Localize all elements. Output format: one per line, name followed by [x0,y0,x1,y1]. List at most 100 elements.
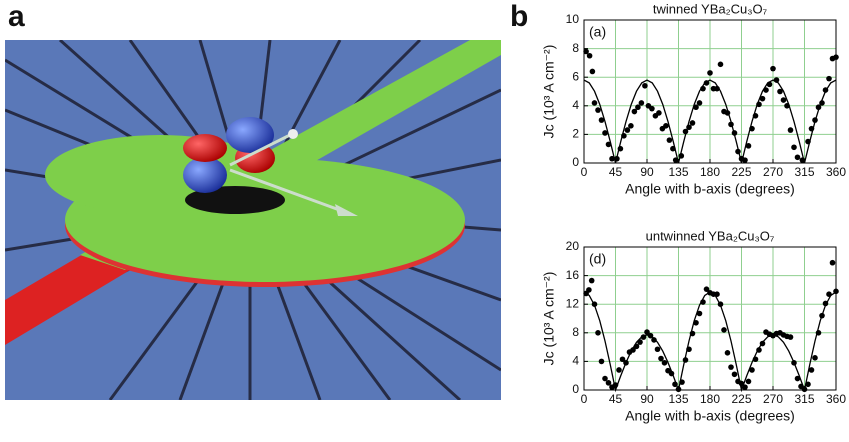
panel-label: (d) [589,251,606,267]
data-point [749,367,755,373]
y-tick-label: 8 [572,325,579,339]
device-illustration [5,40,501,400]
data-point [731,371,738,378]
x-tick-label: 135 [668,165,688,179]
data-point [631,108,638,115]
x-tick-label: 0 [581,165,588,179]
plot-frame [583,246,837,391]
data-point [794,154,801,161]
data-point [689,120,696,126]
x-axis-label: Angle with b-axis (degrees) [625,408,795,424]
data-point [609,155,615,162]
x-tick-label: 180 [700,165,720,179]
data-point [635,104,641,111]
data-point [728,364,734,370]
y-tick-label: 10 [566,12,580,26]
x-tick-label: 315 [794,165,814,179]
data-point [812,355,818,361]
y-tick-label: 4 [572,98,579,112]
data-point [595,107,601,113]
data-point [826,75,832,82]
data-point [696,310,703,317]
data-point [794,375,801,382]
data-point [663,123,669,129]
data-point [658,355,664,362]
data-point [724,350,731,356]
x-tick-label: 180 [700,392,720,406]
data-point [602,375,608,382]
x-tick-label: 360 [826,392,846,406]
data-point [642,82,648,89]
x-tick-label: 270 [763,165,783,179]
data-point [833,54,839,60]
data-point [696,100,703,106]
data-point [707,70,713,76]
data-point [745,378,752,385]
data-point [759,95,766,102]
data-point [591,100,598,106]
data-point [808,367,815,373]
y-tick-label: 2 [572,127,579,141]
data-point [791,144,797,151]
panel-label: (a) [589,24,606,40]
data-point [598,117,605,123]
x-tick-label: 90 [640,392,654,406]
data-point [619,356,626,363]
plot-frame [583,19,837,164]
data-point [770,65,776,72]
panel-letter: a [8,0,25,33]
x-tick-label: 270 [763,392,783,406]
data-point [616,367,622,373]
chart-title: untwinned YBa₂Cu₃O₇ [646,228,775,243]
y-tick-label: 20 [566,239,580,253]
x-tick-label: 135 [668,392,688,406]
data-point [787,127,794,133]
data-point [588,277,595,284]
data-point [583,48,589,55]
fit-curve [583,79,837,164]
y-tick-label: 16 [566,268,580,282]
data-point [654,346,661,353]
y-axis-label: Jc (10³ A cm⁻²) [541,272,557,366]
data-point [589,68,596,75]
data-point [586,287,592,293]
y-tick-label: 0 [572,382,579,396]
data-point [598,358,605,365]
x-tick-label: 45 [609,165,623,179]
data-point [586,52,593,59]
x-tick-label: 360 [826,165,846,179]
data-point [605,380,612,386]
data-point [693,104,699,111]
data-point [656,110,662,116]
data-point [624,127,631,133]
fit-curve [583,291,837,393]
x-tick-label: 0 [581,392,588,406]
data-point [717,61,724,68]
data-point [644,329,650,335]
data-point [780,97,787,103]
x-tick-label: 90 [640,165,654,179]
data-point [787,334,794,340]
y-tick-label: 0 [572,155,579,169]
data-point [602,130,608,136]
y-axis-label: Jc (10³ A cm⁻²) [541,45,557,139]
y-tick-label: 4 [572,354,579,368]
data-point [742,157,748,163]
data-point [649,105,655,112]
data-point [829,259,836,266]
data-point [605,141,612,148]
data-point [777,88,783,95]
x-tick-label: 315 [794,392,814,406]
x-tick-label: 45 [609,392,623,406]
data-point [628,123,634,129]
y-tick-label: 8 [572,41,579,55]
data-point [721,327,727,333]
x-axis-label: Angle with b-axis (degrees) [625,181,795,197]
data-point [595,330,601,336]
data-point [661,360,668,366]
data-point [745,143,752,149]
chart-title: twinned YBa₂Cu₃O₇ [653,1,768,16]
data-point [638,100,645,106]
y-tick-label: 12 [566,296,580,310]
